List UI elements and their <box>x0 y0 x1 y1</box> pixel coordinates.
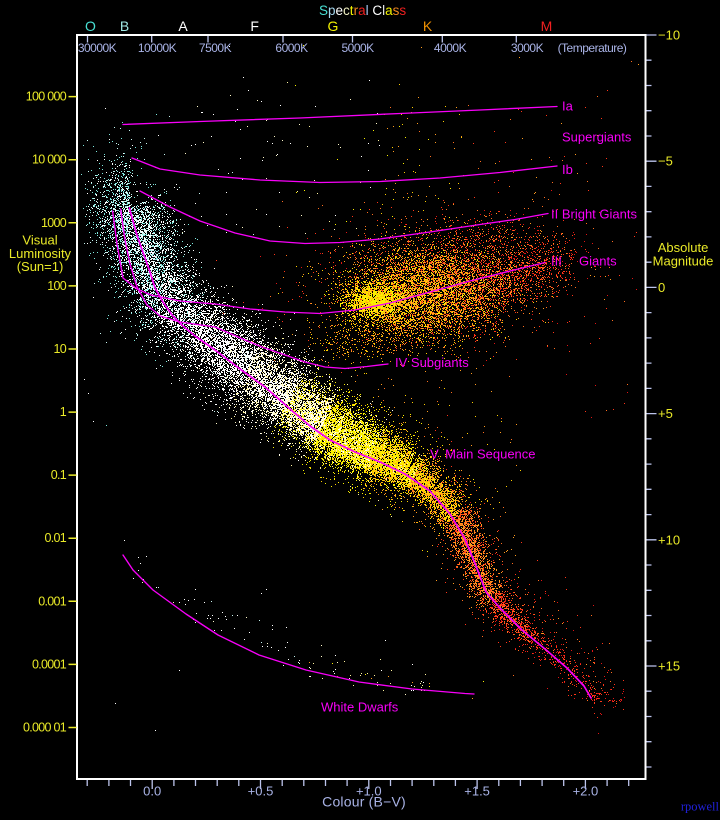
svg-text:1000: 1000 <box>41 216 67 230</box>
svg-text:Supergiants: Supergiants <box>562 130 632 145</box>
svg-text:10 000: 10 000 <box>32 153 67 167</box>
svg-text:IV Subgiants: IV Subgiants <box>395 355 469 370</box>
svg-text:Spectral Class: Spectral Class <box>319 3 406 18</box>
svg-text:+0.5: +0.5 <box>248 784 274 799</box>
svg-text:+5: +5 <box>658 406 673 421</box>
svg-text:White Dwarfs: White Dwarfs <box>321 700 399 715</box>
svg-text:100: 100 <box>47 279 67 293</box>
svg-text:V Main Sequence: V Main Sequence <box>430 447 536 462</box>
svg-text:B: B <box>120 18 129 34</box>
svg-text:0.01: 0.01 <box>44 531 66 545</box>
svg-text:(Temperature): (Temperature) <box>558 41 627 55</box>
svg-text:A: A <box>178 18 188 34</box>
svg-text:4000K: 4000K <box>434 41 467 55</box>
svg-text:5000K: 5000K <box>341 41 374 55</box>
svg-text:7500K: 7500K <box>199 41 232 55</box>
svg-text:+15: +15 <box>658 659 680 674</box>
svg-text:Colour (B−V): Colour (B−V) <box>322 794 406 810</box>
svg-text:Ib: Ib <box>562 162 573 177</box>
svg-text:O: O <box>85 18 96 34</box>
svg-text:Giants: Giants <box>579 254 617 269</box>
svg-text:3000K: 3000K <box>511 41 544 55</box>
svg-text:Luminosity: Luminosity <box>9 246 72 261</box>
svg-text:Absolute: Absolute <box>658 240 709 255</box>
svg-text:10: 10 <box>53 342 66 356</box>
svg-text:−10: −10 <box>658 28 680 43</box>
svg-text:1: 1 <box>60 405 67 419</box>
svg-text:(Sun=1): (Sun=1) <box>17 259 64 274</box>
svg-text:+10: +10 <box>658 532 680 547</box>
svg-text:0: 0 <box>658 280 665 295</box>
svg-text:0.0: 0.0 <box>143 784 161 799</box>
svg-text:0.000 01: 0.000 01 <box>23 721 67 735</box>
svg-text:0.0001: 0.0001 <box>32 657 67 671</box>
svg-text:+1.0: +1.0 <box>356 784 382 799</box>
svg-text:III: III <box>551 254 562 269</box>
svg-text:6000K: 6000K <box>275 41 308 55</box>
svg-text:0.001: 0.001 <box>38 594 67 608</box>
svg-text:II Bright Giants: II Bright Giants <box>551 207 637 222</box>
svg-text:F: F <box>250 18 259 34</box>
svg-text:+1.5: +1.5 <box>464 784 490 799</box>
svg-text:30000K: 30000K <box>78 41 117 55</box>
svg-text:+2.0: +2.0 <box>573 784 599 799</box>
svg-text:−5: −5 <box>658 154 673 169</box>
svg-text:M: M <box>541 18 553 34</box>
svg-text:Ia: Ia <box>562 99 574 114</box>
svg-text:K: K <box>423 18 433 34</box>
svg-text:100 000: 100 000 <box>26 90 67 104</box>
svg-text:Magnitude: Magnitude <box>653 254 714 269</box>
svg-text:rpowell: rpowell <box>681 800 720 814</box>
svg-text:Visual: Visual <box>22 233 57 248</box>
svg-text:10000K: 10000K <box>138 41 177 55</box>
svg-text:G: G <box>328 18 339 34</box>
svg-text:0.1: 0.1 <box>51 468 67 482</box>
